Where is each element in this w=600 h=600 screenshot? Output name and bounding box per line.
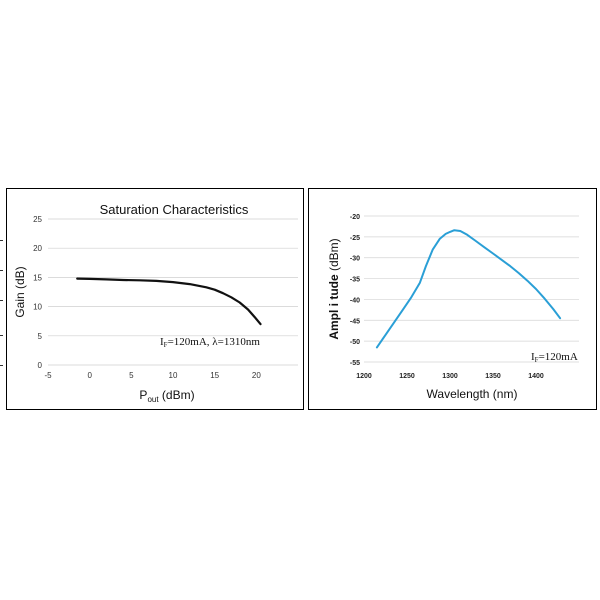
- spectrum-chart-panel: -55 -50 -45 -40 -35 -30 -25 -20 1200 1250 1300 1350…: [308, 188, 597, 410]
- x-tick-label: 20: [252, 371, 261, 380]
- y-tick-label: -20: [350, 214, 360, 221]
- x-tick-label: 1350: [485, 373, 501, 380]
- x-tick-label: 1200: [356, 373, 372, 380]
- x-tick-label: 10: [169, 371, 178, 380]
- condition-annotation: IF=120mA: [531, 351, 578, 364]
- saturation-chart-panel: 0 5 10 15 20 25 -5 0 5 10 15 20 Saturation Character…: [6, 188, 304, 410]
- edge-tick-mark: [0, 335, 3, 336]
- y-tick-label: -55: [350, 360, 360, 367]
- edge-tick-mark: [0, 300, 3, 301]
- y-tick-label: -40: [350, 297, 360, 304]
- spectrum-curve: [375, 229, 562, 349]
- x-tick-label: 1400: [528, 373, 544, 380]
- x-axis-label: Wavelength (nm): [427, 387, 518, 401]
- y-tick-label: -30: [350, 256, 360, 263]
- y-axis-label: Gain (dB): [13, 266, 27, 317]
- y-tick-label: -45: [350, 318, 360, 325]
- y-tick-label: -25: [350, 235, 360, 242]
- x-tick-label: 0: [87, 371, 92, 380]
- y-tick-label: 15: [33, 273, 42, 282]
- chart-title: Saturation Characteristics: [100, 202, 249, 217]
- edge-tick-mark: [0, 365, 3, 366]
- x-tick-label: 5: [129, 371, 134, 380]
- gain-curve: [76, 277, 262, 326]
- y-axis-label: Ampl i tude (dBm): [327, 238, 341, 339]
- spectrum-chart: -55 -50 -45 -40 -35 -30 -25 -20 1200 1250 1300 1350…: [327, 214, 579, 401]
- y-tick-label: 20: [33, 244, 42, 253]
- y-tick-label: 0: [38, 361, 43, 370]
- x-tick-label: -5: [44, 371, 52, 380]
- edge-tick-mark: [0, 270, 3, 271]
- x-tick-label: 1300: [442, 373, 458, 380]
- y-tick-label: 25: [33, 215, 42, 224]
- condition-annotation: IF=120mA, λ=1310nm: [160, 336, 260, 349]
- edge-tick-mark: [0, 240, 3, 241]
- y-tick-label: -35: [350, 277, 360, 284]
- x-tick-label: 1250: [399, 373, 415, 380]
- y-tick-label: 5: [38, 332, 43, 341]
- x-tick-label: 15: [210, 371, 219, 380]
- y-tick-label: -50: [350, 339, 360, 346]
- y-tick-label: 10: [33, 303, 42, 312]
- x-axis-label: Pout (dBm): [139, 388, 194, 404]
